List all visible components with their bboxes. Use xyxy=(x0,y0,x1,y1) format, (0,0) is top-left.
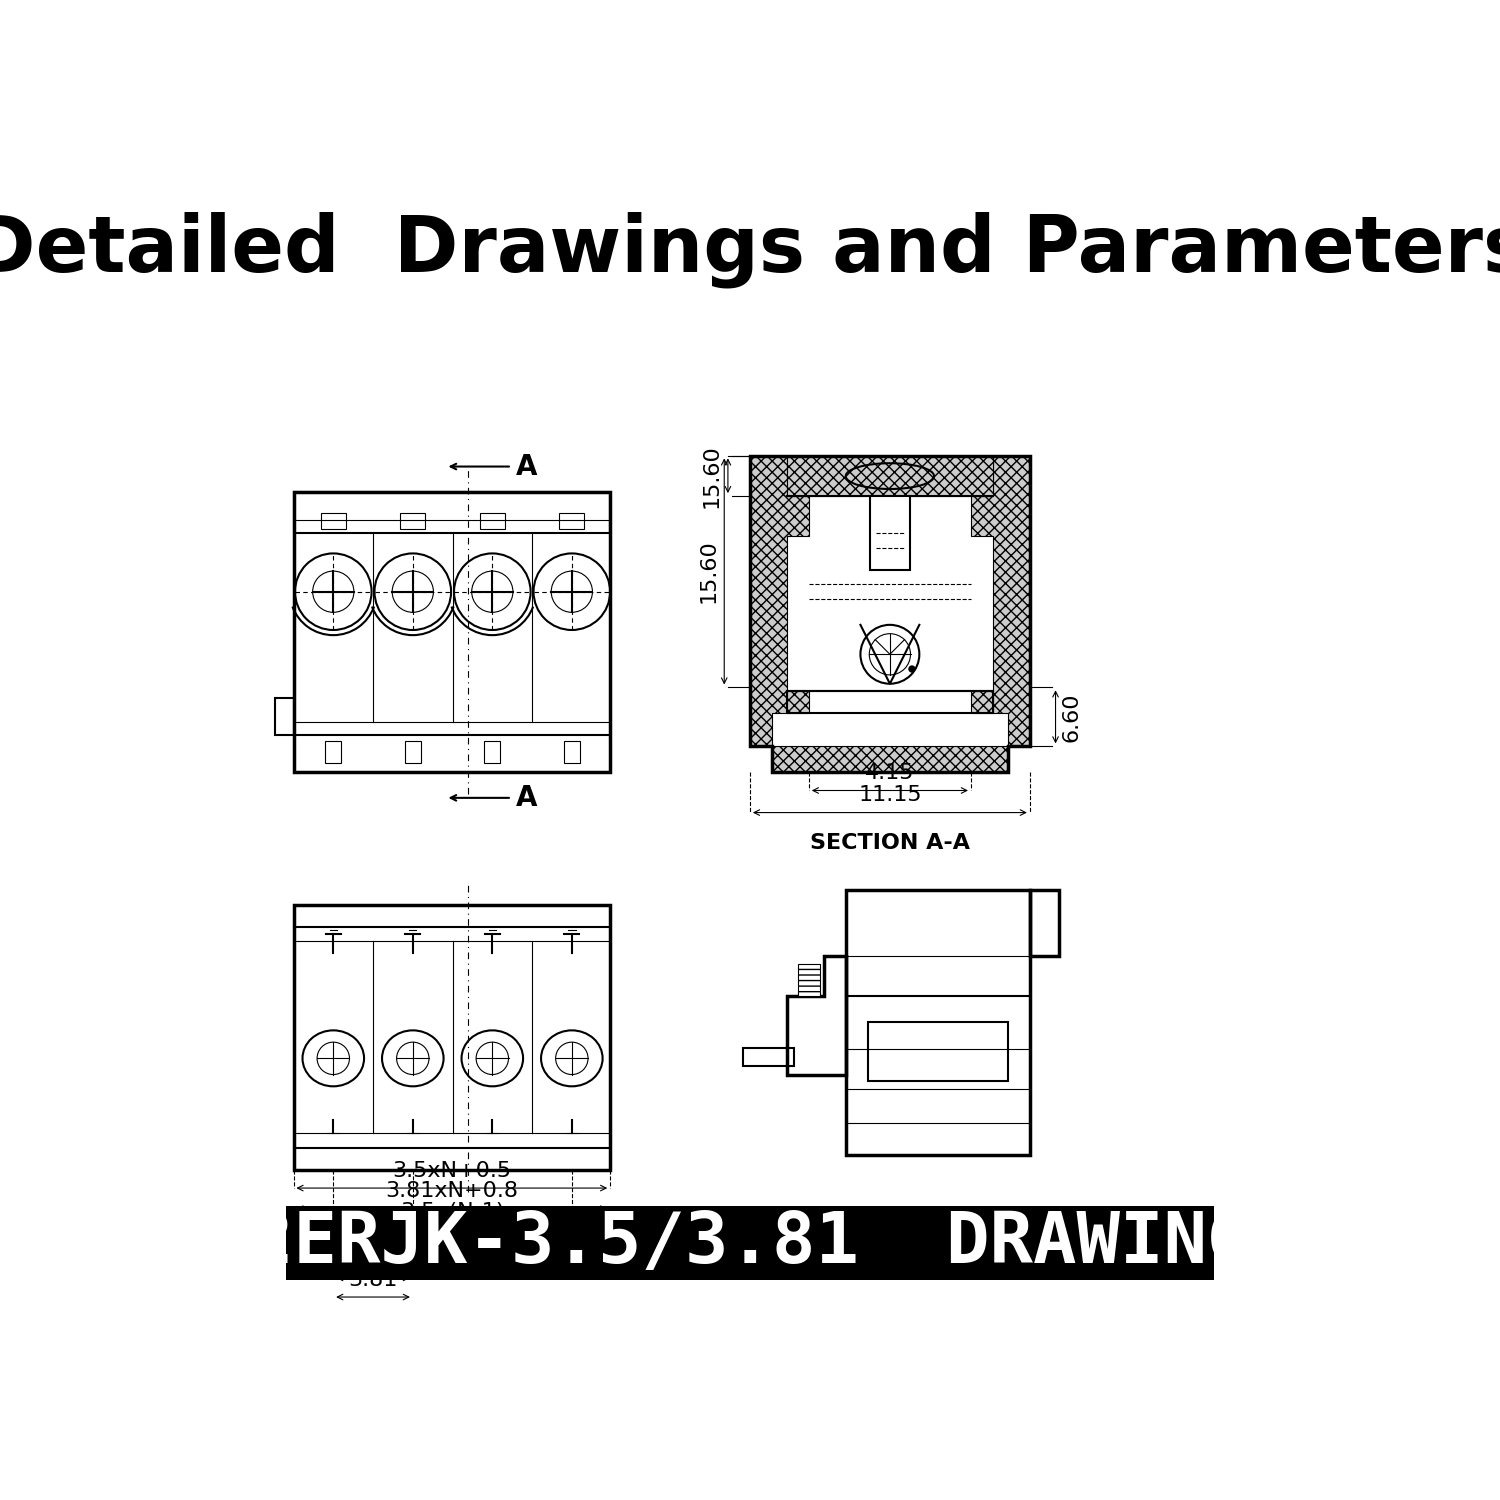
Text: 3.81: 3.81 xyxy=(348,1269,398,1290)
Bar xyxy=(326,741,342,764)
Text: A: A xyxy=(516,784,537,812)
Bar xyxy=(846,890,1030,1155)
Ellipse shape xyxy=(846,464,934,489)
Polygon shape xyxy=(750,456,808,747)
Bar xyxy=(400,513,426,529)
Text: 3.81xN+0.8: 3.81xN+0.8 xyxy=(386,1182,519,1202)
Bar xyxy=(405,741,422,764)
Text: Detailed  Drawings and Parameters: Detailed Drawings and Parameters xyxy=(0,211,1500,288)
Text: 11.15: 11.15 xyxy=(858,784,921,806)
Bar xyxy=(560,513,585,529)
Text: 3.5xN+0.5: 3.5xN+0.5 xyxy=(393,1161,512,1180)
Bar xyxy=(484,741,501,764)
Polygon shape xyxy=(970,456,1030,747)
Bar xyxy=(788,692,993,712)
Text: 6.60: 6.60 xyxy=(1062,692,1082,741)
Bar xyxy=(294,492,610,772)
Polygon shape xyxy=(798,964,820,996)
Text: 3.81x(N-1): 3.81x(N-1) xyxy=(393,1222,512,1242)
Text: 2ERJK-3.5/3.81  DRAWING: 2ERJK-3.5/3.81 DRAWING xyxy=(251,1209,1251,1278)
Bar xyxy=(321,513,346,529)
Bar xyxy=(742,1048,794,1065)
Bar xyxy=(274,699,294,735)
Bar xyxy=(480,513,506,529)
Bar xyxy=(868,1023,1008,1080)
Text: 15.60: 15.60 xyxy=(702,444,721,507)
Polygon shape xyxy=(788,456,993,497)
Polygon shape xyxy=(788,692,808,712)
Polygon shape xyxy=(970,692,993,712)
Text: 3.50: 3.50 xyxy=(348,1251,398,1270)
Bar xyxy=(294,492,610,532)
Text: SECTION A-A: SECTION A-A xyxy=(810,833,970,854)
Polygon shape xyxy=(772,747,1008,772)
Circle shape xyxy=(909,666,915,672)
Bar xyxy=(286,1206,1214,1280)
Text: A: A xyxy=(516,453,537,480)
Bar xyxy=(564,741,580,764)
Bar xyxy=(870,496,910,570)
Text: 15.60: 15.60 xyxy=(699,540,718,603)
Text: 4.15: 4.15 xyxy=(865,764,915,783)
Text: 3.5x(N-1): 3.5x(N-1) xyxy=(400,1202,506,1222)
Bar xyxy=(294,904,610,1170)
